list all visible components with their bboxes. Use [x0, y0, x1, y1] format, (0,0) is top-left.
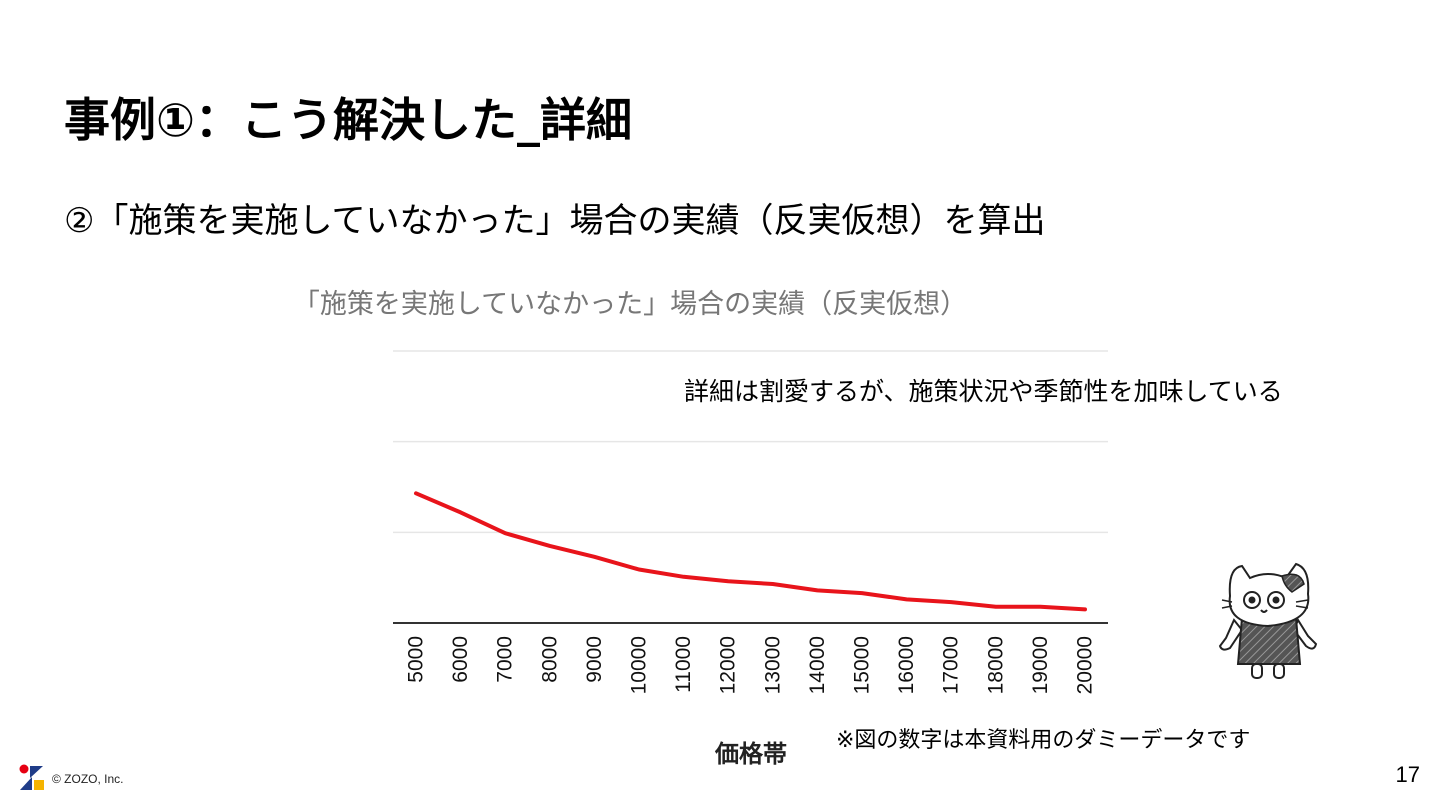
x-tick-label: 10000	[628, 636, 651, 694]
x-tick-label: 7000	[494, 636, 517, 683]
slide-title: 事例①：こう解決した_詳細	[64, 93, 632, 147]
zozo-logo-icon	[19, 764, 44, 790]
x-tick-label: 15000	[851, 636, 874, 694]
x-tick-label: 13000	[761, 636, 784, 694]
x-tick-label: 6000	[449, 636, 472, 683]
x-axis-label: 価格帯	[714, 740, 787, 768]
cat-mascot-illustration	[1218, 562, 1318, 679]
x-tick-label: 17000	[940, 636, 963, 694]
x-tick-label: 14000	[806, 636, 829, 694]
x-tick-label: 20000	[1074, 636, 1097, 694]
x-tick-label: 11000	[672, 636, 695, 693]
methodology-note: 詳細は割愛するが、施策状況や季節性を加味している	[684, 377, 1283, 406]
x-tick-labels: 5000 6000 7000 8000 9000 10000 11000 12000 13000…	[405, 636, 1097, 694]
x-tick-label: 8000	[538, 636, 561, 683]
x-tick-label: 19000	[1029, 636, 1052, 694]
dummy-data-disclaimer: ※図の数字は本資料用のダミーデータです	[836, 728, 1251, 753]
x-tick-label: 16000	[895, 636, 918, 694]
page-number: 17	[1395, 762, 1420, 787]
chart-gridlines	[393, 350, 1108, 534]
series-line	[414, 491, 1087, 612]
x-tick-label: 18000	[984, 636, 1007, 694]
x-tick-label: 5000	[405, 636, 428, 683]
chart-title: 「施策を実施していなかった」場合の実績（反実仮想）	[293, 289, 967, 320]
copyright-text: © ZOZO, Inc.	[52, 772, 124, 786]
slide-subtitle: ②「施策を実施していなかった」場合の実績（反実仮想）を算出	[64, 201, 1046, 241]
x-tick-label: 9000	[583, 636, 606, 683]
x-tick-label: 12000	[717, 636, 740, 694]
